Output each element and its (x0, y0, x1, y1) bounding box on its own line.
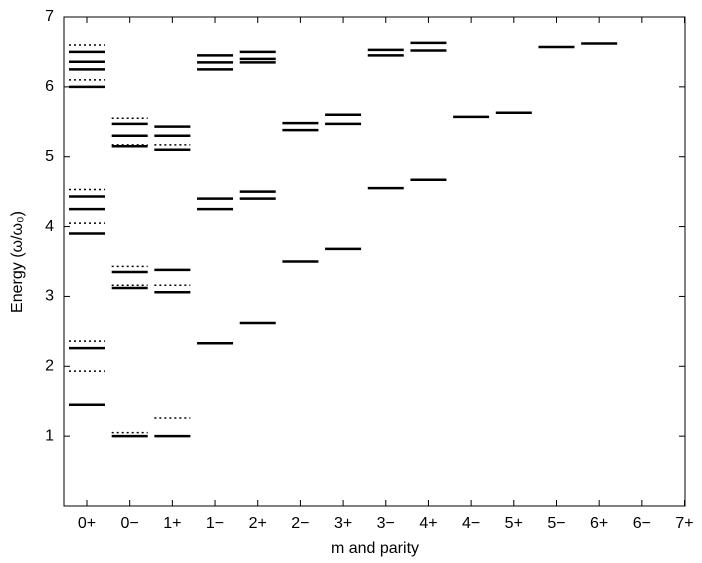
y-tick-label: 7 (45, 8, 54, 25)
x-tick-label: 5− (547, 515, 565, 532)
x-tick-label: 4− (462, 515, 480, 532)
x-axis-label: m and parity (331, 540, 419, 557)
x-tick-label: 6+ (590, 515, 608, 532)
x-tick-label: 6− (633, 515, 651, 532)
x-tick-label: 0− (121, 515, 139, 532)
x-tick-label: 7+ (675, 515, 693, 532)
x-tick-label: 3− (377, 515, 395, 532)
x-tick-label: 4+ (419, 515, 437, 532)
x-tick-label: 1+ (163, 515, 181, 532)
y-tick-label: 4 (45, 218, 54, 235)
x-tick-label: 3+ (334, 515, 352, 532)
y-tick-label: 1 (45, 427, 54, 444)
y-tick-label: 6 (45, 78, 54, 95)
y-axis-label: Energy (ω/ω₀) (9, 211, 26, 313)
x-tick-label: 2+ (249, 515, 267, 532)
y-tick-label: 3 (45, 288, 54, 305)
x-tick-label: 5+ (505, 515, 523, 532)
y-tick-label: 2 (45, 358, 54, 375)
x-tick-label: 0+ (78, 515, 96, 532)
plot-frame (63, 16, 686, 507)
x-tick-label: 2− (291, 515, 309, 532)
y-tick-label: 5 (45, 148, 54, 165)
x-tick-label: 1− (206, 515, 224, 532)
